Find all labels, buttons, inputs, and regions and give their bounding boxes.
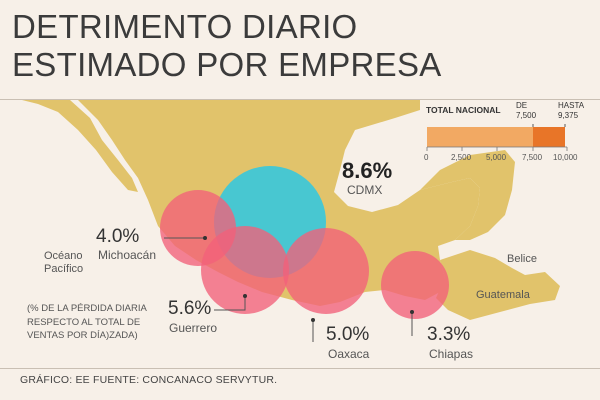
title-line-1: DETRIMENTO DIARIO bbox=[12, 8, 358, 45]
ocean-label-line-1: Océano bbox=[44, 250, 83, 262]
legend-tick: 5,000 bbox=[486, 153, 507, 162]
title-line-2: ESTIMADO POR EMPRESA bbox=[12, 46, 442, 83]
guatemala-label: Guatemala bbox=[476, 289, 530, 301]
cdmx-name: CDMX bbox=[347, 183, 383, 197]
legend-de: DE 7,500 bbox=[516, 101, 536, 120]
yucatan-land bbox=[420, 150, 515, 240]
mexico-map bbox=[22, 100, 568, 342]
legend-tick: 2,500 bbox=[451, 153, 472, 162]
legend-tick: 0 bbox=[424, 153, 429, 162]
methodology-note: (% DE LA PÉRDIDA DIARIA RESPECTO AL TOTA… bbox=[27, 303, 147, 341]
footer-credit: GRÁFICO: EE FUENTE: CONCANACO SERVYTUR. bbox=[20, 374, 278, 386]
guerrero-leader bbox=[214, 296, 246, 311]
michoacan-percent: 4.0% bbox=[96, 226, 140, 247]
legend-tick: 10,000 bbox=[553, 153, 578, 162]
legend-de-value: 7,500 bbox=[516, 110, 537, 120]
ocean-label-line-2: Pacífico bbox=[44, 263, 84, 275]
ocean-label: Océano Pacífico bbox=[44, 250, 83, 276]
chiapas-bubble bbox=[381, 251, 449, 319]
legend-title: TOTAL NACIONAL bbox=[426, 105, 501, 115]
chiapas-percent: 3.3% bbox=[427, 324, 471, 345]
legend-bar-high bbox=[533, 127, 565, 147]
guerrero-bubble bbox=[201, 226, 289, 314]
guatemala-land bbox=[436, 250, 560, 320]
oaxaca-bubble bbox=[283, 228, 369, 314]
belice-label: Belice bbox=[507, 253, 537, 265]
legend-de-label: DE bbox=[516, 101, 528, 110]
legend-hasta-label: HASTA bbox=[558, 101, 585, 110]
cdmx-percent: 8.6% bbox=[342, 158, 393, 183]
guerrero-percent: 5.6% bbox=[168, 298, 212, 319]
footer-divider bbox=[0, 368, 600, 369]
title-divider bbox=[0, 99, 600, 100]
legend-hasta: HASTA 9,375 bbox=[558, 101, 584, 120]
legend-bar-low bbox=[427, 127, 533, 147]
chart-title: DETRIMENTO DIARIO ESTIMADO POR EMPRESA bbox=[12, 8, 442, 84]
legend-tick: 7,500 bbox=[522, 153, 543, 162]
chiapas-name: Chiapas bbox=[429, 347, 474, 361]
legend-hasta-value: 9,375 bbox=[558, 110, 579, 120]
guerrero-name: Guerrero bbox=[169, 321, 218, 335]
baja-california-land bbox=[22, 100, 138, 192]
oaxaca-name: Oaxaca bbox=[328, 347, 370, 361]
michoacan-name: Michoacán bbox=[98, 248, 157, 262]
oaxaca-percent: 5.0% bbox=[326, 324, 370, 345]
